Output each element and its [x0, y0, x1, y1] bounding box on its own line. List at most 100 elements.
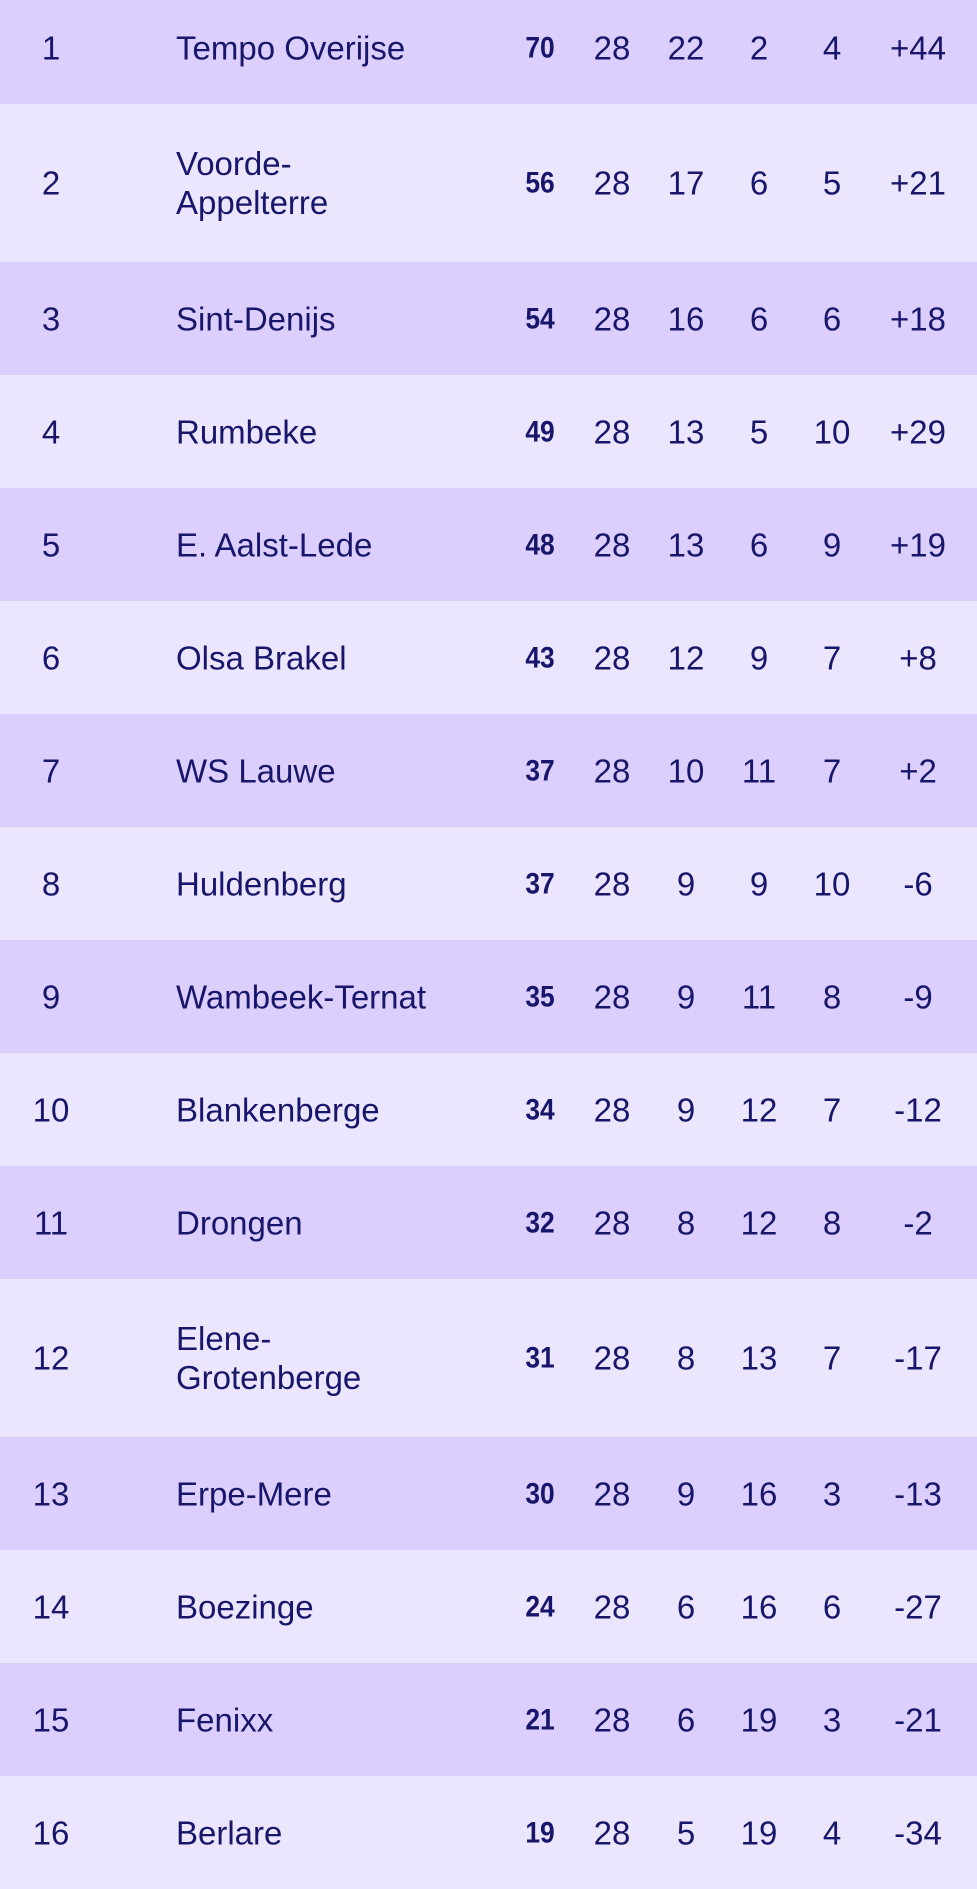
points-cell: 37 — [525, 754, 555, 787]
lost-cell: 7 — [822, 1091, 842, 1128]
played-cell: 28 — [593, 1814, 631, 1851]
rank-cell: 1 — [41, 29, 61, 66]
drawn-cell: 12 — [740, 1091, 778, 1128]
goal-diff-cell: +29 — [890, 413, 946, 450]
rank-cell: 16 — [32, 1814, 70, 1851]
drawn-cell: 16 — [740, 1475, 778, 1512]
drawn-cell: 6 — [749, 526, 769, 563]
played-cell: 28 — [593, 639, 631, 676]
table-row[interactable]: 1 Tempo Overijse 70 28 22 2 4 +44 — [0, 0, 977, 104]
played-cell: 28 — [593, 1091, 631, 1128]
won-cell: 9 — [676, 865, 696, 902]
played-cell: 28 — [593, 1204, 631, 1241]
played-cell: 28 — [593, 164, 631, 202]
table-row[interactable]: 3 Sint-Denijs 54 28 16 6 6 +18 — [0, 262, 977, 375]
table-row[interactable]: 14 Boezinge 24 28 6 16 6 -27 — [0, 1550, 977, 1663]
table-row[interactable]: 4 Rumbeke 49 28 13 5 10 +29 — [0, 375, 977, 488]
goal-diff-cell: +19 — [890, 526, 946, 563]
points-cell: 21 — [525, 1703, 555, 1736]
lost-cell: 3 — [822, 1701, 842, 1738]
team-cell: Drongen — [176, 1204, 303, 1241]
drawn-cell: 12 — [740, 1204, 778, 1241]
table-row[interactable]: 7 WS Lauwe 37 28 10 11 7 +2 — [0, 714, 977, 827]
won-cell: 9 — [676, 1475, 696, 1512]
points-cell: 35 — [525, 980, 555, 1013]
rank-cell: 7 — [41, 752, 61, 789]
drawn-cell: 19 — [740, 1701, 778, 1738]
played-cell: 28 — [593, 978, 631, 1015]
rank-cell: 4 — [41, 413, 61, 450]
points-cell: 34 — [525, 1093, 555, 1126]
goal-diff-cell: +18 — [890, 300, 946, 337]
won-cell: 5 — [676, 1814, 696, 1851]
lost-cell: 7 — [822, 1339, 842, 1377]
goal-diff-cell: -2 — [903, 1204, 933, 1241]
table-row[interactable]: 15 Fenixx 21 28 6 19 3 -21 — [0, 1663, 977, 1776]
table-row[interactable]: 10 Blankenberge 34 28 9 12 7 -12 — [0, 1053, 977, 1166]
team-cell: Erpe-Mere — [176, 1475, 332, 1512]
won-cell: 12 — [667, 639, 705, 676]
table-row[interactable]: 13 Erpe-Mere 30 28 9 16 3 -13 — [0, 1437, 977, 1550]
won-cell: 8 — [676, 1339, 696, 1377]
rank-cell: 2 — [41, 164, 61, 202]
drawn-cell: 5 — [749, 413, 769, 450]
lost-cell: 9 — [822, 526, 842, 563]
team-cell: Olsa Brakel — [176, 639, 347, 676]
team-cell: Berlare — [176, 1814, 283, 1851]
team-cell: Voorde- Appelterre — [176, 145, 329, 221]
team-cell: Elene- Grotenberge — [176, 1320, 362, 1396]
played-cell: 28 — [593, 526, 631, 563]
team-cell: Blankenberge — [176, 1091, 380, 1128]
won-cell: 13 — [667, 526, 705, 563]
goal-diff-cell: -9 — [903, 978, 933, 1015]
table-row[interactable]: 12 Elene- Grotenberge 31 28 8 13 7 -17 — [0, 1279, 977, 1437]
goal-diff-cell: -6 — [903, 865, 933, 902]
lost-cell: 5 — [822, 164, 842, 202]
drawn-cell: 13 — [740, 1339, 778, 1377]
points-cell: 31 — [525, 1341, 555, 1375]
points-cell: 54 — [525, 302, 555, 335]
goal-diff-cell: +21 — [890, 164, 946, 202]
rank-cell: 12 — [32, 1339, 70, 1377]
table-row[interactable]: 16 Berlare 19 28 5 19 4 -34 — [0, 1776, 977, 1889]
rank-cell: 11 — [33, 1204, 69, 1241]
lost-cell: 7 — [822, 639, 842, 676]
rank-cell: 8 — [41, 865, 61, 902]
points-cell: 37 — [525, 867, 555, 900]
rank-cell: 14 — [32, 1588, 70, 1625]
drawn-cell: 2 — [749, 29, 769, 66]
table-row[interactable]: 5 E. Aalst-Lede 48 28 13 6 9 +19 — [0, 488, 977, 601]
goal-diff-cell: +2 — [899, 752, 937, 789]
rank-cell: 3 — [41, 300, 61, 337]
table-row[interactable]: 9 Wambeek-Ternat 35 28 9 11 8 -9 — [0, 940, 977, 1053]
points-cell: 56 — [525, 166, 555, 200]
played-cell: 28 — [593, 1701, 631, 1738]
lost-cell: 10 — [813, 413, 851, 450]
points-cell: 48 — [525, 528, 555, 561]
drawn-cell: 6 — [749, 300, 769, 337]
table-row[interactable]: 8 Huldenberg 37 28 9 9 10 -6 — [0, 827, 977, 940]
team-cell: Boezinge — [176, 1588, 314, 1625]
points-cell: 43 — [525, 641, 555, 674]
lost-cell: 10 — [813, 865, 851, 902]
table-row[interactable]: 2 Voorde- Appelterre 56 28 17 6 5 +21 — [0, 104, 977, 262]
lost-cell: 6 — [822, 1588, 842, 1625]
played-cell: 28 — [593, 1339, 631, 1377]
drawn-cell: 11 — [741, 978, 777, 1015]
played-cell: 28 — [593, 29, 631, 66]
played-cell: 28 — [593, 752, 631, 789]
lost-cell: 4 — [822, 1814, 842, 1851]
rank-cell: 15 — [32, 1701, 70, 1738]
won-cell: 13 — [667, 413, 705, 450]
lost-cell: 8 — [822, 978, 842, 1015]
goal-diff-cell: -27 — [894, 1588, 942, 1625]
team-cell: Fenixx — [176, 1701, 274, 1738]
drawn-cell: 19 — [740, 1814, 778, 1851]
played-cell: 28 — [593, 1475, 631, 1512]
table-row[interactable]: 11 Drongen 32 28 8 12 8 -2 — [0, 1166, 977, 1279]
table-row[interactable]: 6 Olsa Brakel 43 28 12 9 7 +8 — [0, 601, 977, 714]
won-cell: 22 — [667, 29, 705, 66]
drawn-cell: 16 — [740, 1588, 778, 1625]
won-cell: 9 — [676, 1091, 696, 1128]
points-cell: 24 — [525, 1590, 555, 1623]
